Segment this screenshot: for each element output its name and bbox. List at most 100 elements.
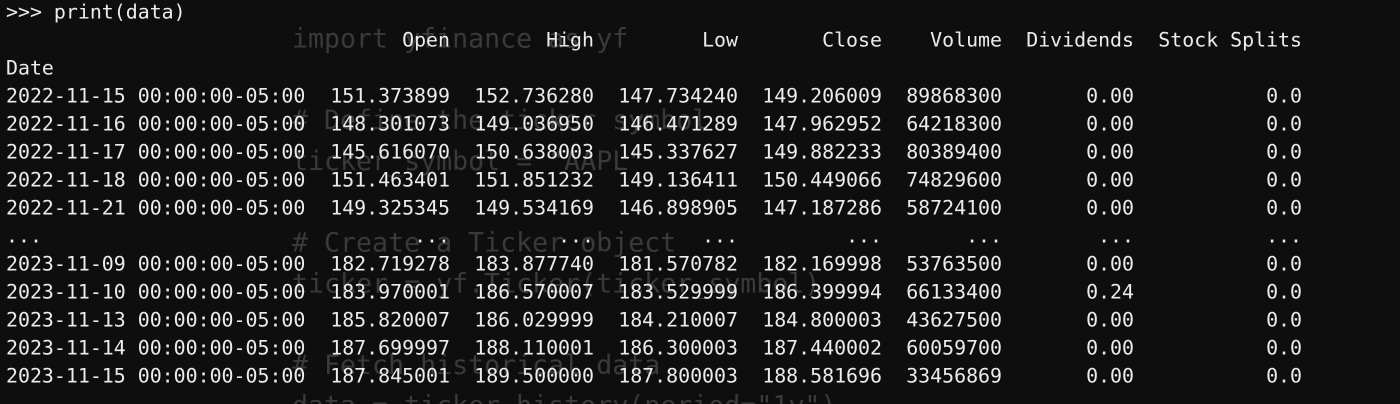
cell: 0.00 xyxy=(1086,365,1134,388)
cell: 0.0 xyxy=(1266,141,1302,164)
cell: 0.0 xyxy=(1266,253,1302,276)
row-index: 2022-11-15 00:00:00-05:00 xyxy=(6,85,305,108)
cell: 0.0 xyxy=(1266,169,1302,192)
cell: 53763500 xyxy=(906,253,1002,276)
prompt-line: >>> print(data) xyxy=(6,1,186,24)
cell: 0.24 xyxy=(1086,281,1134,304)
cell: 0.00 xyxy=(1086,309,1134,332)
cell: ... xyxy=(846,225,882,248)
cell: 150.638003 xyxy=(474,141,594,164)
background-editor: import yfinance as yf # Define the ticker… xyxy=(292,24,836,404)
column-header: Dividends xyxy=(1026,29,1134,52)
row-index: ... xyxy=(6,225,42,248)
cell: 181.570782 xyxy=(618,253,738,276)
cell: 147.187286 xyxy=(762,197,882,220)
row-index: 2023-11-09 00:00:00-05:00 xyxy=(6,253,305,276)
cell: 147.962952 xyxy=(762,113,882,136)
cell: 187.440002 xyxy=(762,337,882,360)
index-name: Date xyxy=(6,57,54,80)
row-index: 2022-11-18 00:00:00-05:00 xyxy=(6,169,305,192)
background-code-line: ticker_symbol = "AAPL" xyxy=(292,146,644,177)
cell: 186.300003 xyxy=(618,337,738,360)
cell: 146.471289 xyxy=(618,113,738,136)
cell: 183.529999 xyxy=(618,281,738,304)
row-index: 2022-11-21 00:00:00-05:00 xyxy=(6,197,305,220)
cell: 189.500000 xyxy=(474,365,594,388)
cell: 149.325345 xyxy=(330,197,450,220)
cell: 149.534169 xyxy=(474,197,594,220)
cell: 0.0 xyxy=(1266,365,1302,388)
cell: 185.820007 xyxy=(330,309,450,332)
cell: ... xyxy=(1098,225,1134,248)
cell: 0.00 xyxy=(1086,169,1134,192)
cell: 147.734240 xyxy=(618,85,738,108)
cell: 0.00 xyxy=(1086,113,1134,136)
cell: 60059700 xyxy=(906,337,1002,360)
column-header: Volume xyxy=(930,29,1002,52)
cell: 187.845001 xyxy=(330,365,450,388)
row-index: 2023-11-10 00:00:00-05:00 xyxy=(6,281,305,304)
cell: 43627500 xyxy=(906,309,1002,332)
cell: ... xyxy=(558,225,594,248)
row-index: 2022-11-16 00:00:00-05:00 xyxy=(6,113,305,136)
cell: 184.800003 xyxy=(762,309,882,332)
cell: 151.373899 xyxy=(330,85,450,108)
background-code-line: ticker = yf.Ticker(ticker_symbol) xyxy=(292,268,820,299)
background-code-line: data = ticker.history(period="1y") xyxy=(292,391,836,404)
cell: 183.970001 xyxy=(330,281,450,304)
cell: 0.00 xyxy=(1086,253,1134,276)
row-index: 2022-11-17 00:00:00-05:00 xyxy=(6,141,305,164)
background-code-line: # Fetch historical data xyxy=(292,350,660,381)
cell: 0.0 xyxy=(1266,85,1302,108)
cell: 146.898905 xyxy=(618,197,738,220)
cell: 0.0 xyxy=(1266,337,1302,360)
cell: 182.719278 xyxy=(330,253,450,276)
column-header: High xyxy=(546,29,594,52)
row-index: 2023-11-15 00:00:00-05:00 xyxy=(6,365,305,388)
column-header: Low xyxy=(702,29,738,52)
column-header: Open xyxy=(402,29,450,52)
cell: 145.337627 xyxy=(618,141,738,164)
cell: ... xyxy=(966,225,1002,248)
cell: 0.0 xyxy=(1266,113,1302,136)
cell: 149.036950 xyxy=(474,113,594,136)
cell: 148.301073 xyxy=(330,113,450,136)
background-code-line: # Define the ticker symbol xyxy=(292,105,708,136)
cell: 188.581696 xyxy=(762,365,882,388)
cell: 0.00 xyxy=(1086,337,1134,360)
cell: 186.570007 xyxy=(474,281,594,304)
cell: 150.449066 xyxy=(762,169,882,192)
background-code-line: # Create a Ticker object xyxy=(292,228,676,259)
cell: 149.206009 xyxy=(762,85,882,108)
cell: 0.00 xyxy=(1086,197,1134,220)
cell: 188.110001 xyxy=(474,337,594,360)
cell: 184.210007 xyxy=(618,309,738,332)
cell: 58724100 xyxy=(906,197,1002,220)
column-header: Stock Splits xyxy=(1158,29,1302,52)
cell: 64218300 xyxy=(906,113,1002,136)
cell: 80389400 xyxy=(906,141,1002,164)
cell: 187.699997 xyxy=(330,337,450,360)
cell: 152.736280 xyxy=(474,85,594,108)
cell: 182.169998 xyxy=(762,253,882,276)
cell: 74829600 xyxy=(906,169,1002,192)
cell: ... xyxy=(702,225,738,248)
cell: 187.800003 xyxy=(618,365,738,388)
cell: 0.0 xyxy=(1266,281,1302,304)
cell: 66133400 xyxy=(906,281,1002,304)
cell: 0.00 xyxy=(1086,141,1134,164)
cell: 0.0 xyxy=(1266,309,1302,332)
cell: 0.00 xyxy=(1086,85,1134,108)
terminal-output: >>> print(data) Date Open High Low Close Vol… xyxy=(6,1,1302,388)
cell: 186.399994 xyxy=(762,281,882,304)
row-index: 2023-11-13 00:00:00-05:00 xyxy=(6,309,305,332)
cell: ... xyxy=(1266,225,1302,248)
row-index: 2023-11-14 00:00:00-05:00 xyxy=(6,337,305,360)
cell: 149.136411 xyxy=(618,169,738,192)
cell: 145.616070 xyxy=(330,141,450,164)
cell: 89868300 xyxy=(906,85,1002,108)
cell: ... xyxy=(414,225,450,248)
cell: 149.882233 xyxy=(762,141,882,164)
cell: 186.029999 xyxy=(474,309,594,332)
